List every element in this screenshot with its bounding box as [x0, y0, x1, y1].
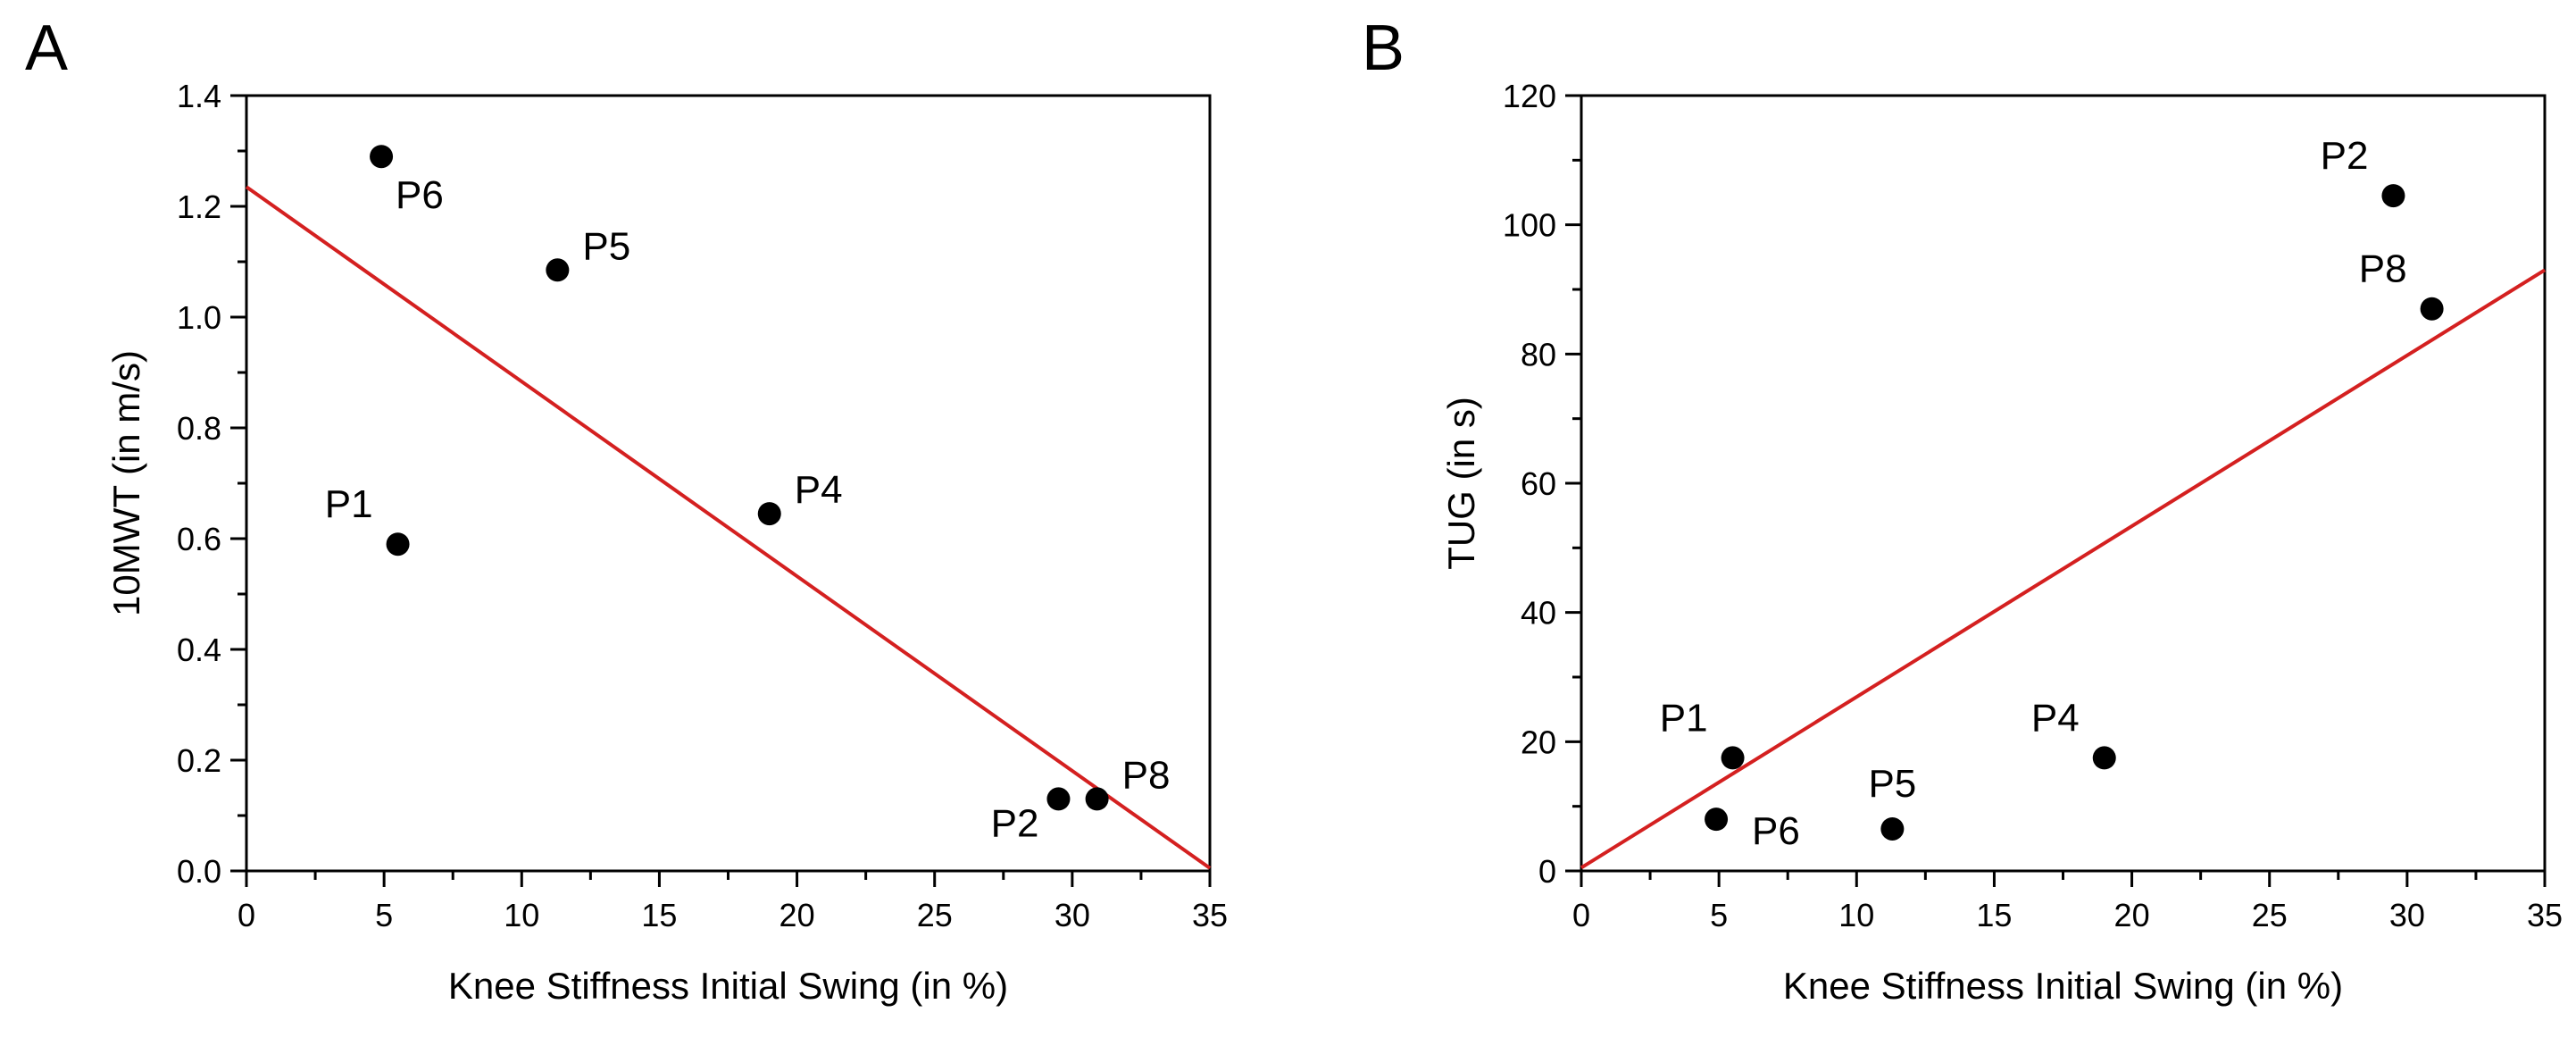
x-tick-label: 5 — [1710, 897, 1728, 933]
panel-letter: B — [1362, 13, 1405, 84]
data-point-p2 — [1046, 787, 1071, 811]
point-label-p5: P5 — [582, 224, 630, 268]
data-point-p5 — [1880, 816, 1905, 841]
point-label-p6: P6 — [396, 173, 444, 217]
x-tick-label: 25 — [2252, 897, 2288, 933]
y-tick-label: 1.2 — [177, 188, 221, 225]
point-label-p6: P6 — [1752, 809, 1800, 853]
x-tick-label: 25 — [917, 897, 953, 933]
data-point-p6 — [1705, 808, 1729, 832]
x-tick-label: 30 — [1055, 897, 1090, 933]
point-label-p8: P8 — [1122, 753, 1171, 797]
panel-a: A 0 5 10 15 20 25 30 35 0.0 0.2 0.4 0.6 0.8 1.0 1.2 1.4 K… — [25, 13, 1228, 1007]
x-tick-label: 20 — [779, 897, 815, 933]
x-tick-label: 15 — [641, 897, 677, 933]
y-tick-label: 120 — [1503, 78, 1556, 114]
regression-line — [1580, 268, 2547, 870]
x-tick-label: 35 — [1192, 897, 1228, 933]
data-point-p4 — [757, 502, 781, 526]
x-tick-label: 30 — [2389, 897, 2425, 933]
y-tick-label: 1.0 — [177, 299, 221, 336]
y-tick-label: 0.2 — [177, 742, 221, 779]
x-tick-label: 35 — [2527, 897, 2563, 933]
y-axis-title: TUG (in s) — [1440, 397, 1482, 570]
point-label-p5: P5 — [1868, 762, 1916, 806]
regression-line — [245, 185, 1212, 870]
data-point-p8 — [1085, 787, 1109, 811]
data-point-p1 — [386, 532, 410, 556]
x-tick-label: 5 — [375, 897, 393, 933]
x-axis-title: Knee Stiffness Initial Swing (in %) — [448, 965, 1008, 1007]
data-point-p5 — [546, 258, 570, 282]
y-tick-label: 0.0 — [177, 853, 221, 890]
point-label-p4: P4 — [795, 468, 843, 512]
plot-frame — [245, 94, 1212, 873]
point-label-p2: P2 — [991, 801, 1039, 845]
data-point-p2 — [2381, 184, 2405, 208]
x-tick-label: 20 — [2114, 897, 2150, 933]
x-tick-label: 0 — [238, 897, 255, 933]
data-point-p6 — [370, 145, 394, 169]
point-label-p8: P8 — [2359, 247, 2407, 291]
panel-letter: A — [25, 13, 68, 84]
point-label-p1: P1 — [1660, 696, 1708, 740]
point-label-p4: P4 — [2031, 696, 2080, 740]
data-point-p8 — [2420, 297, 2444, 321]
y-tick-label: 0 — [1538, 853, 1556, 890]
data-point-p4 — [2092, 746, 2116, 770]
data-point-p1 — [1721, 746, 1745, 770]
x-tick-label: 10 — [504, 897, 539, 933]
x-tick-label: 15 — [1976, 897, 2012, 933]
y-tick-label: 0.8 — [177, 410, 221, 447]
point-label-p1: P1 — [325, 482, 373, 526]
y-axis-title: 10MWT (in m/s) — [105, 350, 147, 616]
panel-b: B 0 5 10 15 20 25 30 35 0 20 40 60 80 100 120 Knee Stiff… — [1362, 13, 2563, 1007]
y-tick-label: 0.4 — [177, 632, 221, 668]
y-tick-label: 20 — [1521, 724, 1556, 760]
y-tick-label: 60 — [1521, 465, 1556, 502]
point-label-p2: P2 — [2321, 134, 2369, 178]
y-tick-label: 100 — [1503, 207, 1556, 244]
y-tick-label: 80 — [1521, 336, 1556, 372]
y-tick-label: 40 — [1521, 595, 1556, 632]
x-tick-label: 10 — [1838, 897, 1874, 933]
y-tick-label: 1.4 — [177, 78, 221, 114]
x-axis-title: Knee Stiffness Initial Swing (in %) — [1783, 965, 2343, 1007]
y-tick-label: 0.6 — [177, 521, 221, 557]
x-tick-label: 0 — [1572, 897, 1590, 933]
